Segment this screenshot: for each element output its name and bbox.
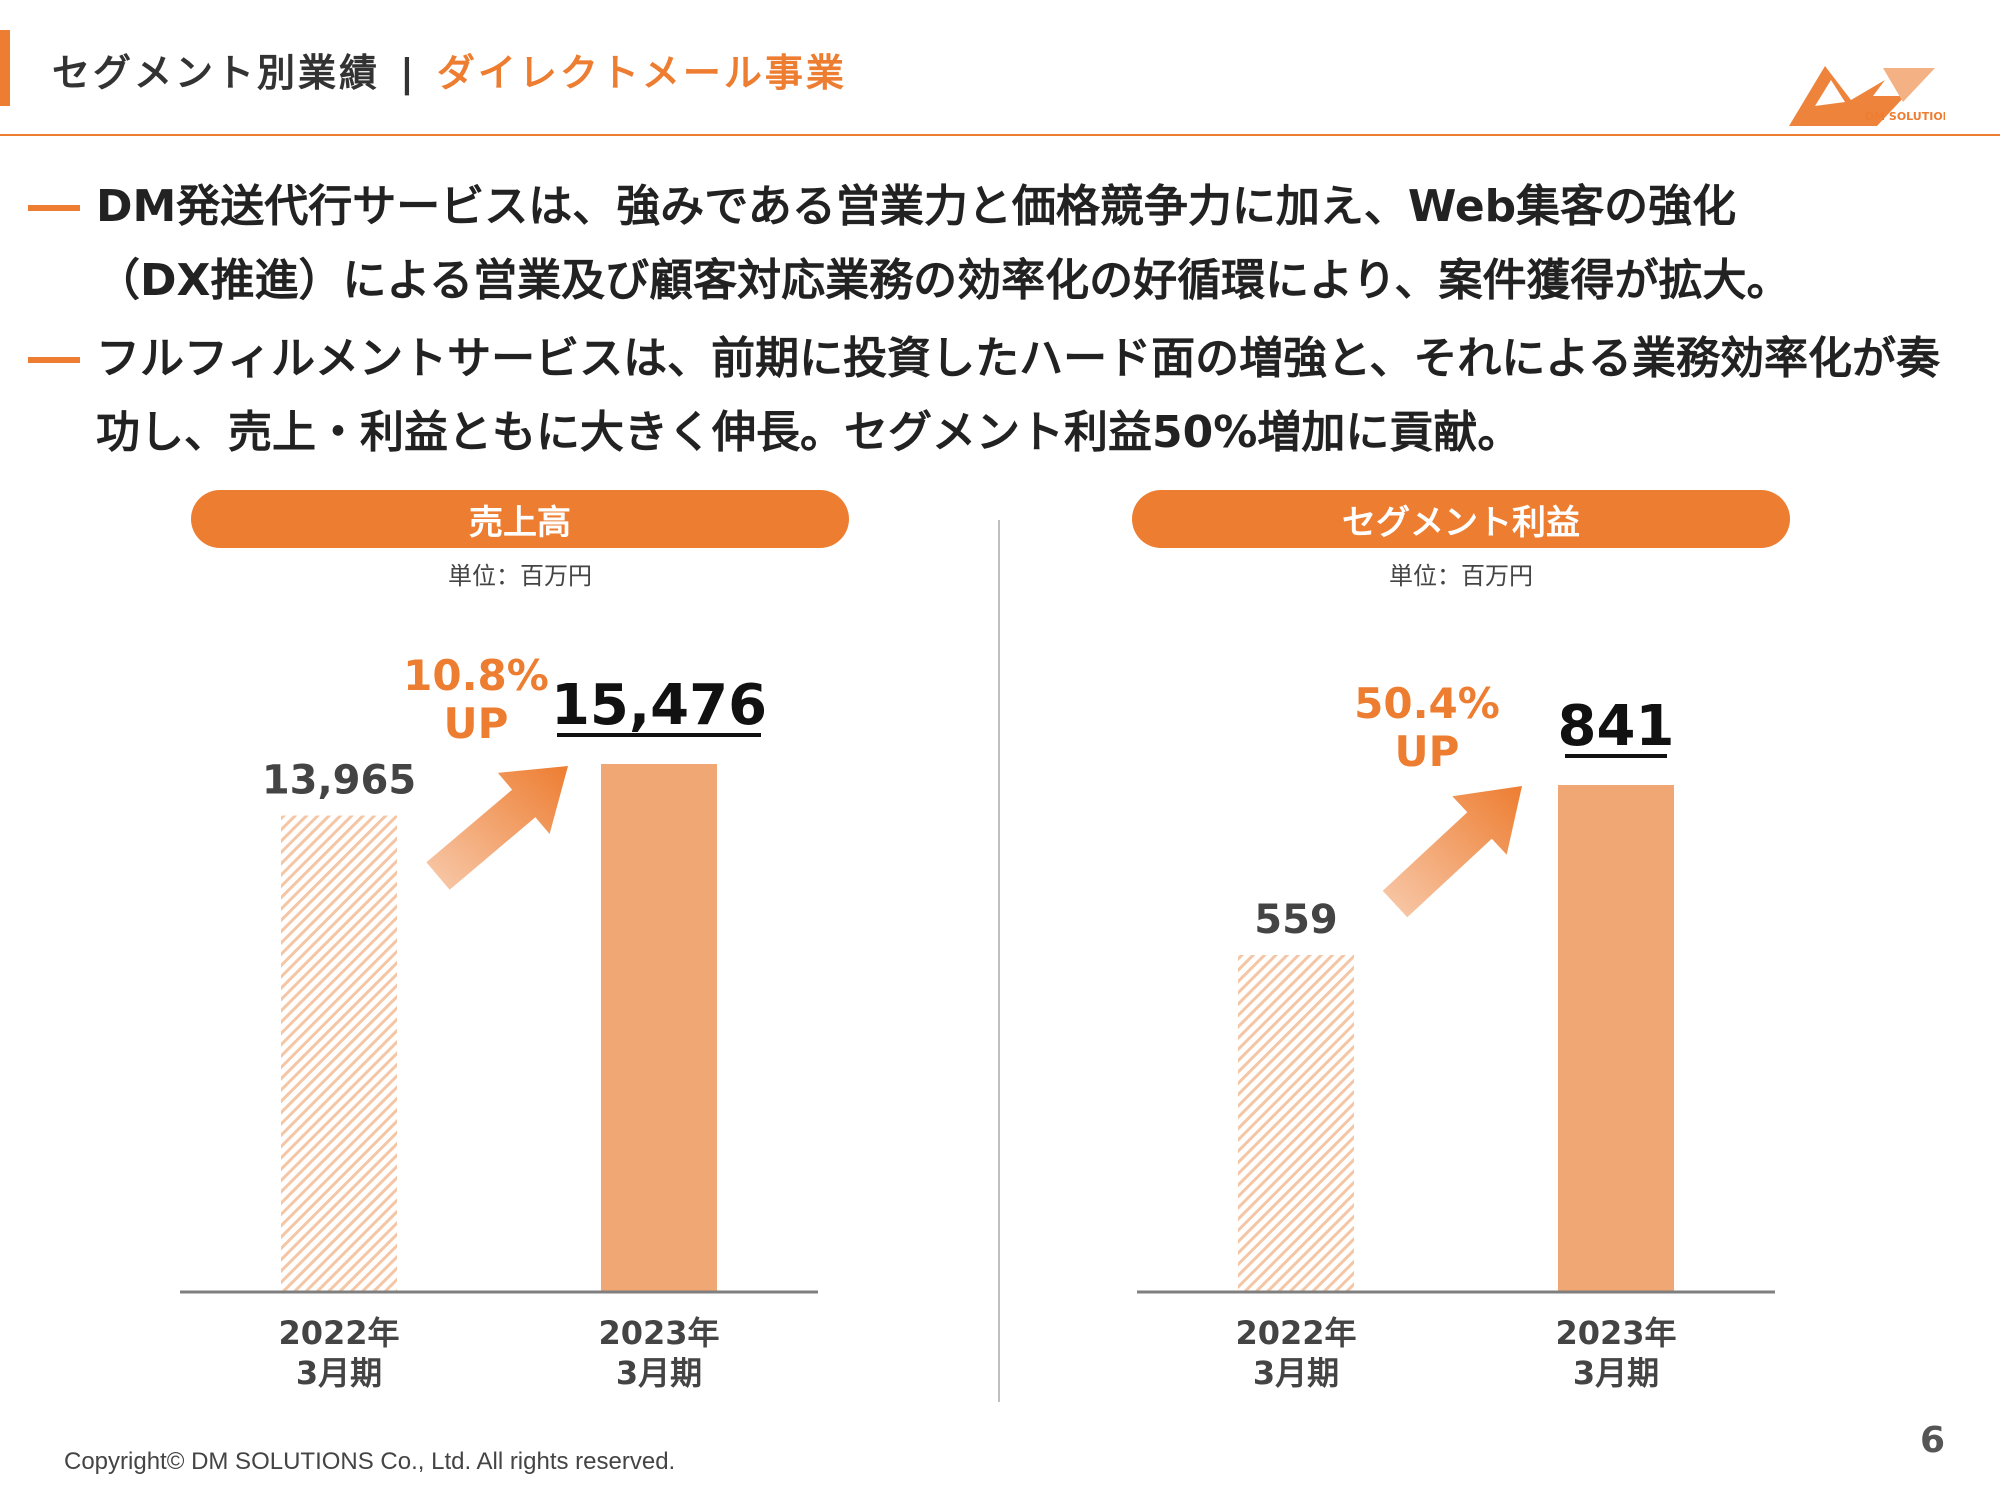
chart-title-profit: セグメント利益	[1132, 490, 1790, 548]
x-tick-label-period: 3月期	[1573, 1354, 1659, 1392]
x-tick-label-period: 3月期	[296, 1354, 382, 1392]
bar-current	[601, 764, 717, 1292]
growth-arrow-icon	[426, 766, 568, 890]
value-underline	[557, 733, 761, 737]
chart-divider	[998, 520, 1000, 1402]
bullet-line: 功し、売上・利益ともに大きく伸長。セグメント利益50%増加に貢献。	[96, 407, 1522, 458]
chart-title-sales: 売上高	[191, 490, 849, 548]
bullet-dash-icon	[28, 357, 80, 363]
bullet-line: （DX推進）による営業及び顧客対応業務の効率化の好循環により、案件獲得が拡大。	[96, 255, 1791, 306]
x-tick-label-year: 2023年	[1555, 1314, 1676, 1352]
bar-value-label: 841	[1558, 694, 1675, 759]
growth-percent: 50.4%	[1354, 679, 1500, 728]
bar-value-label: 559	[1254, 897, 1338, 943]
header-divider	[0, 134, 2000, 136]
x-tick-label-year: 2023年	[598, 1314, 719, 1352]
bullet-line: DM発送代行サービスは、強みである営業力と価格競争力に加え、Web集客の強化	[96, 181, 1737, 232]
bar-previous	[1238, 955, 1354, 1292]
bullet-item: DM発送代行サービスは、強みである営業力と価格競争力に加え、Web集客の強化 （…	[28, 170, 1988, 318]
growth-percent: 10.8%	[403, 651, 549, 700]
bullet-dash-icon	[28, 205, 80, 211]
page-title-main: セグメント別業績	[52, 51, 381, 95]
bullet-line: フルフィルメントサービスは、前期に投資したハード面の増強と、それによる業務効率化…	[96, 333, 1941, 384]
x-tick-label-year: 2022年	[1235, 1314, 1356, 1352]
x-tick-label-period: 3月期	[616, 1354, 702, 1392]
x-tick-label-year: 2022年	[278, 1314, 399, 1352]
page-title: セグメント別業績 | ダイレクトメール事業	[52, 42, 847, 97]
title-accent-bar	[0, 30, 10, 106]
unit-label-sales: 単位：百万円	[448, 562, 592, 590]
x-tick-label-period: 3月期	[1253, 1354, 1339, 1392]
bar-value-label: 13,965	[262, 758, 416, 804]
growth-arrow-icon	[1382, 786, 1522, 918]
bullet-item: フルフィルメントサービスは、前期に投資したハード面の増強と、それによる業務効率化…	[28, 322, 1988, 470]
growth-up-label: UP	[444, 699, 509, 748]
bar-current	[1558, 785, 1674, 1292]
growth-up-label: UP	[1395, 727, 1460, 776]
bar-value-label: 15,476	[551, 673, 767, 738]
logo-text: DM SOLUTIONS	[1865, 110, 1945, 123]
copyright-footer: Copyright© DM SOLUTIONS Co., Ltd. All ri…	[64, 1448, 676, 1475]
page-number: 6	[1920, 1420, 1946, 1461]
summary-bullets: DM発送代行サービスは、強みである営業力と価格競争力に加え、Web集客の強化 （…	[28, 170, 1988, 470]
bar-previous	[281, 815, 397, 1292]
page-title-sub: ダイレクトメール事業	[436, 51, 847, 95]
page-title-separator: |	[400, 51, 417, 95]
value-underline	[1565, 754, 1667, 758]
unit-label-profit: 単位：百万円	[1389, 562, 1533, 590]
company-logo: DM SOLUTIONS	[1789, 66, 1945, 126]
